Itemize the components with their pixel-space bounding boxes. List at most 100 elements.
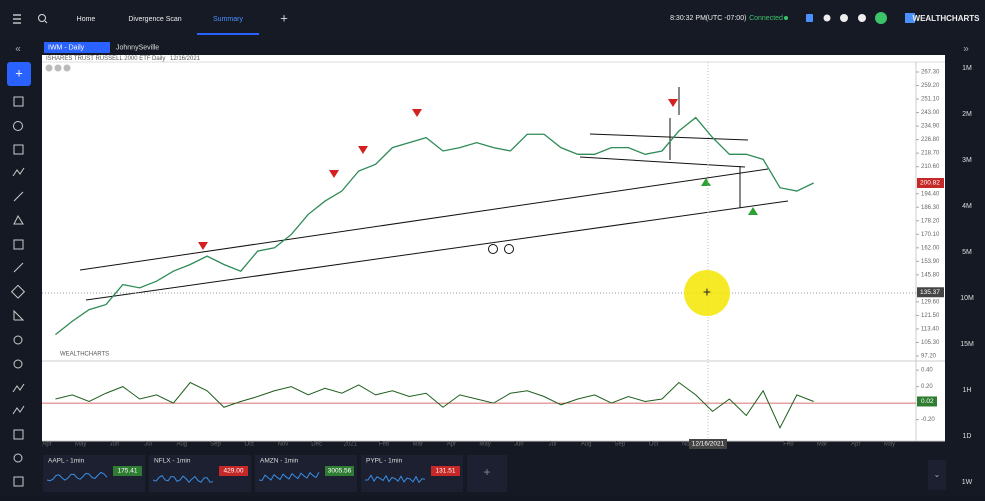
x-tick-label: Mar <box>413 442 423 448</box>
help-icon[interactable] <box>858 14 866 22</box>
watchlist: AAPL - 1min 175.41 NFLX - 1min 429.00 AMZN -… <box>43 455 463 492</box>
y-tick-label: 0.40 <box>921 368 933 374</box>
watch-sparkline <box>258 471 320 481</box>
x-tick-label: Aug <box>581 442 592 448</box>
watch-sparkline <box>364 474 426 484</box>
timeframe[interactable]: 5M <box>962 249 972 256</box>
active-underline <box>197 33 259 35</box>
crosshair-price-label: 135.37 <box>920 289 940 296</box>
timeframe-column <box>947 38 985 496</box>
menu-icon[interactable] <box>13 14 21 24</box>
x-tick-label: 2021 <box>344 442 358 448</box>
timeframe[interactable]: 1M <box>962 65 972 72</box>
x-tick-label: Feb <box>783 442 794 448</box>
timeframe[interactable]: 1D <box>963 433 972 440</box>
x-tick-label: May <box>479 442 490 448</box>
search-icon[interactable] <box>38 14 46 22</box>
watch-price-tag <box>431 466 460 476</box>
expand-icon[interactable]: » <box>963 44 969 55</box>
watch-price-tag <box>113 466 142 476</box>
y-tick-label: 259.20 <box>921 83 940 89</box>
down-arrows <box>198 99 678 250</box>
y-tick-label: 153.90 <box>921 259 940 265</box>
crosshair-tool-icon: + <box>15 65 23 80</box>
y-tick-label: 170.10 <box>921 232 940 238</box>
x-tick-label: Jul <box>144 442 152 448</box>
y-tick-label: 113.40 <box>921 327 940 333</box>
x-tick-label: Apr <box>447 442 456 448</box>
x-tick-label: Oct <box>245 442 255 448</box>
scroll-icon: ⌄ <box>934 470 941 479</box>
x-tick-label: Jun <box>514 442 524 448</box>
chart-area <box>42 55 945 441</box>
watch-symbol: NFLX - 1min <box>154 458 191 465</box>
y-tick-label: 121.50 <box>921 313 940 319</box>
x-tick-label: Nov <box>682 442 693 448</box>
crosshair-price-tag <box>917 287 944 298</box>
y-tick-label: 129.60 <box>921 299 940 305</box>
timezone: (UTC -07:00) <box>706 15 747 22</box>
chart-tab-active[interactable] <box>44 42 110 53</box>
indicator-line <box>55 381 814 430</box>
status-dot <box>784 16 788 20</box>
x-tick-label: Apr <box>851 442 860 448</box>
brand-logo <box>905 13 915 23</box>
collapse-icon[interactable]: « <box>15 44 21 55</box>
y-tick-label: 194.40 <box>921 191 940 197</box>
timeframe[interactable]: 10M <box>960 295 974 302</box>
x-tick-label: Jul <box>549 442 557 448</box>
y-tick-label: 251.10 <box>921 97 940 103</box>
cursor-highlight <box>684 270 730 316</box>
watch-symbol: PYPL - 1min <box>366 458 403 465</box>
y-tick-label: 210.60 <box>921 164 940 170</box>
watermark: WEALTHCHARTS <box>60 352 109 358</box>
chart-controls[interactable] <box>45 64 71 72</box>
watch-price: 131.51 <box>436 468 456 475</box>
x-tick-label: Aug <box>176 442 187 448</box>
watch-price: 429.00 <box>224 468 244 475</box>
y-tick-label: 226.80 <box>921 137 940 143</box>
last-price-label: 200.82 <box>920 180 940 187</box>
timeframe[interactable]: 3M <box>962 157 972 164</box>
watch-sparkline <box>46 471 108 482</box>
marker-circle <box>504 244 514 254</box>
x-tick-label: May <box>75 442 86 448</box>
timeframe[interactable]: 2M <box>962 111 972 118</box>
timeframe[interactable]: 1W <box>962 479 973 486</box>
bell-icon[interactable] <box>823 14 831 22</box>
x-tick-label: Jun <box>110 442 120 448</box>
y-tick-label: 105.30 <box>921 340 940 346</box>
marker-circle <box>488 244 498 254</box>
chart-tab[interactable]: JohnnySeville <box>116 44 159 51</box>
add-tab[interactable]: + <box>280 10 288 25</box>
settings-icon[interactable] <box>840 14 848 22</box>
bulb-icon[interactable] <box>875 12 887 24</box>
y-tick-label: 218.70 <box>921 151 940 157</box>
tab[interactable]: Home <box>77 16 96 23</box>
watch-price: 3005.56 <box>328 468 352 475</box>
scroll-button[interactable] <box>928 460 946 490</box>
toolbar-icons[interactable] <box>10 96 26 487</box>
search-icon-handle <box>44 20 48 24</box>
timeframe[interactable]: 4M <box>962 203 972 210</box>
watchlist-add[interactable] <box>467 455 507 492</box>
timeframe[interactable]: 1H <box>963 387 972 394</box>
watchlist-add-icon: + <box>483 465 490 479</box>
crosshair-date-tag <box>689 439 727 449</box>
timeframe-list: 1M 2M 3M 4M 5M 10M 15M 1H 1D 1W <box>960 65 974 486</box>
save-icon[interactable] <box>806 14 813 22</box>
chart-tab[interactable]: IWM - Daily <box>48 44 85 51</box>
tab[interactable]: Divergence Scan <box>128 16 181 23</box>
indicator-tag-label: 0.02 <box>921 398 934 405</box>
watch-price: 175.41 <box>118 468 138 475</box>
y-tick-label: 145.80 <box>921 272 940 278</box>
timeframe[interactable]: 15M <box>960 341 974 348</box>
price-line <box>55 116 814 336</box>
tab-active[interactable]: Summary <box>213 16 243 23</box>
chart-symbol-name: ISHARES TRUST RUSSELL 2000 ETF <box>46 56 151 62</box>
crosshair-tool[interactable] <box>7 62 31 86</box>
chart-date: 12/16/2021 <box>170 56 201 62</box>
y-tick-label: -0.20 <box>921 417 935 423</box>
y-tick-label: 97.20 <box>921 354 937 360</box>
